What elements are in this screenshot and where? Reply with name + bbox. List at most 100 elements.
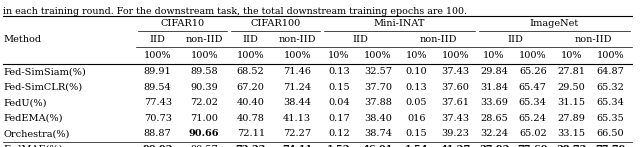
Text: 39.23: 39.23 xyxy=(442,129,469,138)
Text: 31.84: 31.84 xyxy=(480,83,508,92)
Text: 100%: 100% xyxy=(190,51,218,61)
Text: 73.33: 73.33 xyxy=(236,145,266,147)
Text: non-IID: non-IID xyxy=(575,35,612,45)
Text: FedMAE(%): FedMAE(%) xyxy=(3,145,63,147)
Text: 65.35: 65.35 xyxy=(596,114,624,123)
Text: 37.93: 37.93 xyxy=(479,145,509,147)
Text: 66.50: 66.50 xyxy=(596,129,624,138)
Text: 31.15: 31.15 xyxy=(557,98,586,107)
Text: 29.50: 29.50 xyxy=(557,83,586,92)
Text: CIFAR10: CIFAR10 xyxy=(161,20,205,29)
Text: 33.69: 33.69 xyxy=(480,98,508,107)
Text: 89.91: 89.91 xyxy=(144,67,172,76)
Text: 65.26: 65.26 xyxy=(519,67,547,76)
Text: 90.39: 90.39 xyxy=(190,83,218,92)
Text: 37.88: 37.88 xyxy=(364,98,392,107)
Text: 71.46: 71.46 xyxy=(283,67,311,76)
Text: 10%: 10% xyxy=(561,51,582,61)
Text: 0.05: 0.05 xyxy=(406,98,428,107)
Text: 0.10: 0.10 xyxy=(406,67,428,76)
Text: 71.24: 71.24 xyxy=(283,83,311,92)
Text: 41.13: 41.13 xyxy=(283,114,311,123)
Text: non-IID: non-IID xyxy=(278,35,316,45)
Text: 10%: 10% xyxy=(328,51,350,61)
Text: 28.65: 28.65 xyxy=(480,114,508,123)
Text: 38.74: 38.74 xyxy=(364,129,392,138)
Text: FedEMA(%): FedEMA(%) xyxy=(3,114,63,123)
Text: Method: Method xyxy=(3,35,41,45)
Text: 10%: 10% xyxy=(406,51,428,61)
Text: 27.89: 27.89 xyxy=(557,114,586,123)
Text: 0.04: 0.04 xyxy=(328,98,350,107)
Text: ImageNet: ImageNet xyxy=(530,20,579,29)
Text: 46.01: 46.01 xyxy=(363,145,393,147)
Text: 65.32: 65.32 xyxy=(596,83,624,92)
Text: 32.24: 32.24 xyxy=(480,129,508,138)
Text: Fed-SimSiam(%): Fed-SimSiam(%) xyxy=(3,67,86,76)
Text: 100%: 100% xyxy=(442,51,469,61)
Text: Mini-INAT: Mini-INAT xyxy=(374,20,425,29)
Text: 90.57: 90.57 xyxy=(190,145,218,147)
Text: 100%: 100% xyxy=(364,51,392,61)
Text: FedU(%): FedU(%) xyxy=(3,98,47,107)
Text: 37.61: 37.61 xyxy=(442,98,469,107)
Text: 0.13: 0.13 xyxy=(406,83,428,92)
Text: 67.20: 67.20 xyxy=(237,83,264,92)
Text: 71.00: 71.00 xyxy=(190,114,218,123)
Text: 33.15: 33.15 xyxy=(557,129,586,138)
Text: IID: IID xyxy=(243,35,259,45)
Text: 40.78: 40.78 xyxy=(237,114,264,123)
Text: 90.66: 90.66 xyxy=(189,129,220,138)
Text: 100%: 100% xyxy=(237,51,264,61)
Text: 0.15: 0.15 xyxy=(406,129,428,138)
Text: 0.17: 0.17 xyxy=(328,114,350,123)
Text: 41.27: 41.27 xyxy=(440,145,470,147)
Text: 37.43: 37.43 xyxy=(441,67,469,76)
Text: 89.54: 89.54 xyxy=(144,83,172,92)
Text: IID: IID xyxy=(353,35,369,45)
Text: IID: IID xyxy=(508,35,524,45)
Text: 74.11: 74.11 xyxy=(282,145,312,147)
Text: 77.60: 77.60 xyxy=(518,145,548,147)
Text: 65.02: 65.02 xyxy=(519,129,547,138)
Text: non-IID: non-IID xyxy=(186,35,223,45)
Text: 100%: 100% xyxy=(284,51,311,61)
Text: 0.13: 0.13 xyxy=(328,67,350,76)
Text: 88.87: 88.87 xyxy=(144,129,172,138)
Text: non-IID: non-IID xyxy=(419,35,457,45)
Text: 90.92: 90.92 xyxy=(143,145,173,147)
Text: 37.43: 37.43 xyxy=(441,114,469,123)
Text: 38.44: 38.44 xyxy=(283,98,311,107)
Text: CIFAR100: CIFAR100 xyxy=(250,20,301,29)
Text: 0.15: 0.15 xyxy=(328,83,350,92)
Text: 77.79: 77.79 xyxy=(595,145,625,147)
Text: Orchestra(%): Orchestra(%) xyxy=(3,129,69,138)
Text: 65.34: 65.34 xyxy=(519,98,547,107)
Text: 27.81: 27.81 xyxy=(557,67,586,76)
Text: 68.52: 68.52 xyxy=(237,67,264,76)
Text: 89.58: 89.58 xyxy=(190,67,218,76)
Text: 38.40: 38.40 xyxy=(364,114,392,123)
Text: 1.53: 1.53 xyxy=(327,145,351,147)
Text: 37.60: 37.60 xyxy=(442,83,469,92)
Text: 65.47: 65.47 xyxy=(519,83,547,92)
Text: 37.70: 37.70 xyxy=(364,83,392,92)
Text: 100%: 100% xyxy=(596,51,624,61)
Text: 64.87: 64.87 xyxy=(596,67,624,76)
Text: 0.12: 0.12 xyxy=(328,129,350,138)
Text: 65.34: 65.34 xyxy=(596,98,624,107)
Text: 100%: 100% xyxy=(144,51,172,61)
Text: 65.24: 65.24 xyxy=(519,114,547,123)
Text: 72.02: 72.02 xyxy=(190,98,218,107)
Text: 29.84: 29.84 xyxy=(480,67,508,76)
Text: 1.54: 1.54 xyxy=(405,145,428,147)
Text: 100%: 100% xyxy=(519,51,547,61)
Text: 32.57: 32.57 xyxy=(364,67,392,76)
Text: 38.72: 38.72 xyxy=(556,145,587,147)
Text: 72.27: 72.27 xyxy=(283,129,311,138)
Text: 72.11: 72.11 xyxy=(237,129,265,138)
Text: 10%: 10% xyxy=(483,51,505,61)
Text: 77.43: 77.43 xyxy=(143,98,172,107)
Text: IID: IID xyxy=(150,35,166,45)
Text: Fed-SimCLR(%): Fed-SimCLR(%) xyxy=(3,83,82,92)
